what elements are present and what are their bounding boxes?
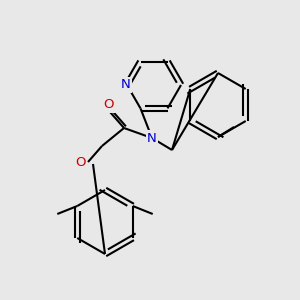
Text: N: N xyxy=(147,131,157,145)
Text: O: O xyxy=(75,157,85,169)
Text: N: N xyxy=(121,79,131,92)
Text: O: O xyxy=(104,98,114,112)
